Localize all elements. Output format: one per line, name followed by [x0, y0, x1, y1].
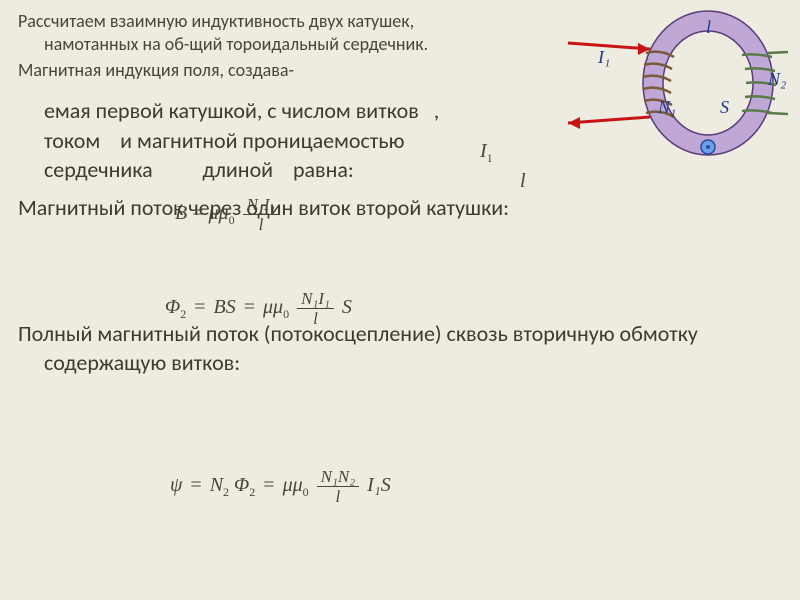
paragraph-4: Магнитный поток через один виток второй …: [18, 193, 782, 223]
label-I1: I₁: [597, 47, 610, 67]
label-N1: N₁: [657, 97, 676, 117]
p3a: емая первой катушкой, с числом витков: [44, 97, 419, 124]
inline-I1: I1: [480, 140, 493, 166]
lead-bottom: [568, 117, 650, 123]
p3b: ,: [434, 97, 440, 124]
paragraph-5: Полный магнитный поток (потокосцепление)…: [18, 319, 782, 378]
p3d: сердечника длиной равна:: [44, 156, 354, 183]
formula-Phi2: Φ2 = BS = μμ0 N₁I₁ l S: [165, 290, 352, 327]
formula-Psi: ψ = N2 Φ2 = μμ0 N₁N₂ l I₁S: [170, 468, 391, 505]
p3c: током и магнитной проницаемостью: [44, 127, 404, 154]
inline-l: l: [520, 170, 526, 193]
label-N2: N₂: [767, 69, 786, 89]
label-S: S: [720, 97, 729, 117]
paragraph-2: Магнитная индукция поля, создава-: [18, 59, 468, 82]
toroid-diagram: I₁ N₁ N₂ l S: [568, 5, 788, 165]
formula-B: B = μμ0 N₁I₁ l: [175, 196, 282, 233]
paragraph-1: Рассчитаем взаимную индуктивность двух к…: [18, 10, 468, 55]
label-l: l: [706, 17, 711, 37]
